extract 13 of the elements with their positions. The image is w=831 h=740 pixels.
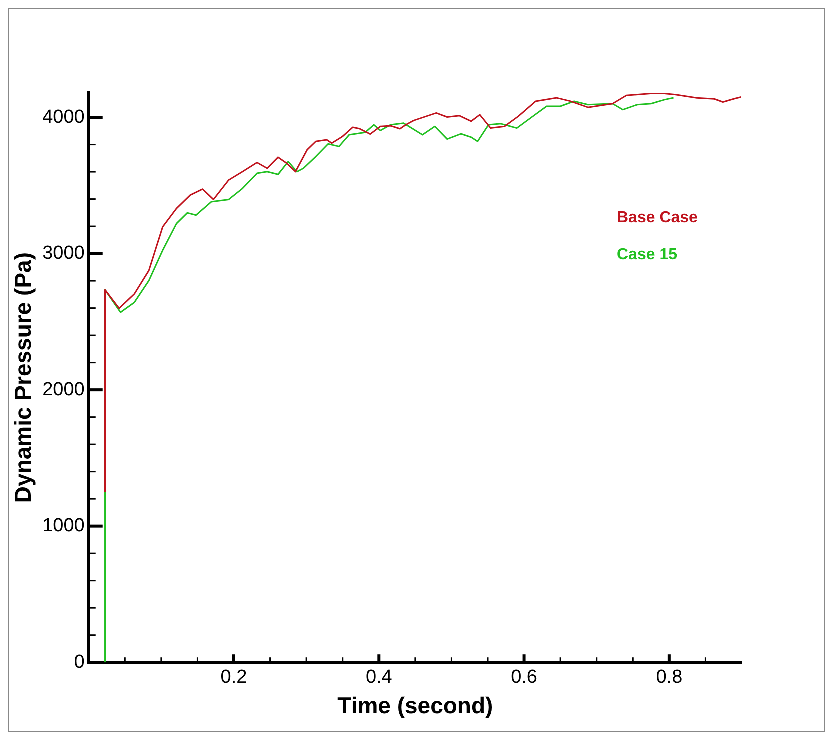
text: Base Case (617, 209, 698, 226)
y-tick-label: 4000 (42, 106, 85, 128)
x-tick-label: 0.6 (511, 667, 538, 688)
x-tick-label: 0.4 (366, 667, 393, 688)
y-tick-label: 2000 (42, 379, 85, 400)
x-tick-label: 0.8 (656, 667, 683, 688)
x-axis-title: Time (second) (338, 692, 494, 719)
text: Case 15 (617, 246, 678, 264)
x-tick-label: 0.2 (220, 667, 248, 688)
y-tick-label: 0 (74, 652, 85, 673)
y-tick-label: 3000 (42, 243, 85, 264)
y-tick-label: 1000 (42, 516, 85, 537)
y-axis-title: Dynamic Pressure (Pa) (10, 252, 36, 504)
